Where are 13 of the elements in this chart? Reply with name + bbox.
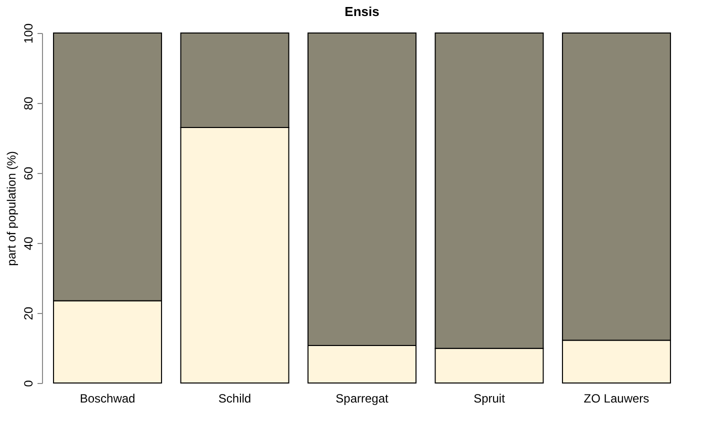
chart-title: Ensis [344,4,380,19]
y-tick-label: 0 [22,380,36,387]
x-tick-label: Spruit [474,392,506,406]
x-tick-label: ZO Lauwers [584,392,650,406]
y-tick-label: 40 [22,236,36,250]
x-tick-label: Boschwad [80,392,136,406]
y-tick-label: 80 [22,96,36,110]
y-tick-label: 20 [22,306,36,320]
x-tick-label: Schild [218,392,252,406]
x-tick-label: Sparregat [336,392,390,406]
y-tick-label: 100 [22,23,36,44]
y-axis-title: part of population (%) [4,151,18,266]
y-tick-label: 60 [22,166,36,180]
